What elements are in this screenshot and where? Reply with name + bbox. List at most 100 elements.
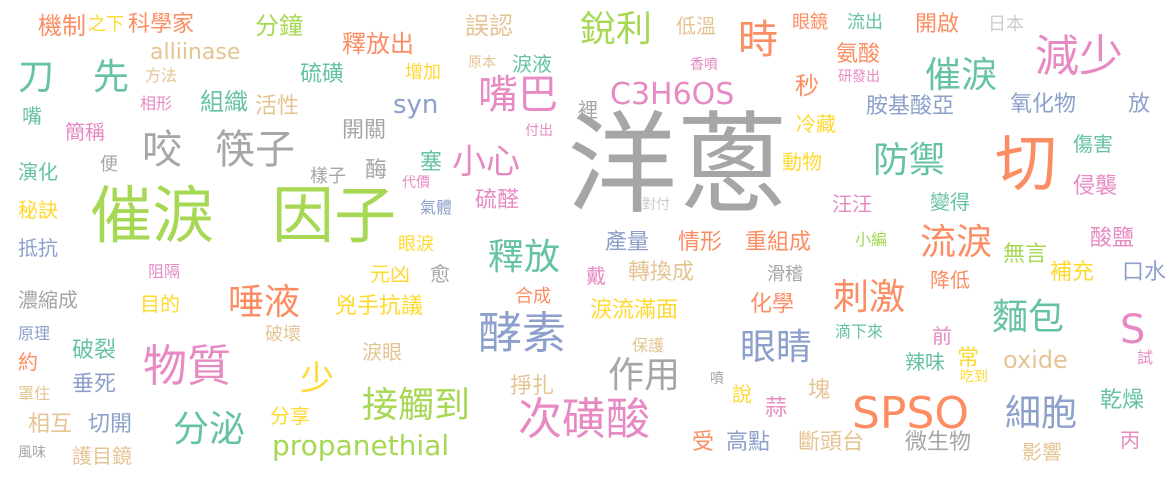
word-appearance: 樣子 xyxy=(310,166,346,187)
word-bite: 咬 xyxy=(142,127,182,173)
word-share: 分享 xyxy=(270,404,310,428)
word-sulfur: 硫磺 xyxy=(300,62,345,87)
word-careful: 小心 xyxy=(452,142,520,182)
word-teardrop: 眼淚 xyxy=(398,234,434,255)
word-tear-inducing: 催淚 xyxy=(90,179,215,252)
word-protest: 兇手抗議 xyxy=(335,294,424,319)
word-often: 常 xyxy=(957,346,980,371)
word-switch: 開關 xyxy=(342,118,387,143)
word-contact: 接觸到 xyxy=(362,385,471,426)
word-about: 約 xyxy=(18,350,38,374)
word-say: 說 xyxy=(732,382,752,406)
word-struggle: 掙扎 xyxy=(510,374,555,399)
word-spso: SPSO xyxy=(852,388,970,439)
word-funny: 滑稽 xyxy=(767,264,803,285)
word-mechanism: 機制 xyxy=(38,12,86,40)
word-acid-salt: 酸鹽 xyxy=(1090,226,1135,251)
word-plug: 塞 xyxy=(420,150,443,175)
word-c3h6os: C3H6OS xyxy=(610,77,735,112)
word-goggles: 護目鏡 xyxy=(72,444,132,468)
word-evolve: 演化 xyxy=(18,160,58,184)
word-teary-eyes: 淚眼 xyxy=(362,340,402,364)
word-lower: 降低 xyxy=(930,268,970,292)
word-culprit: 元凶 xyxy=(370,262,410,286)
word-cost: 代價 xyxy=(402,175,430,191)
word-knife: 刀 xyxy=(18,57,55,98)
word-then: 便 xyxy=(100,154,118,175)
word-more: 愈 xyxy=(430,262,450,286)
word-try: 試 xyxy=(1137,348,1154,367)
word-glasses: 眼鏡 xyxy=(792,12,828,33)
word-situation: 情形 xyxy=(678,230,723,255)
word-factor: 因子 xyxy=(272,179,397,252)
word-s: S xyxy=(1120,307,1146,353)
word-originally: 原本 xyxy=(468,55,496,71)
word-speechless: 無言 xyxy=(1003,242,1048,267)
word-syn: syn xyxy=(393,90,439,120)
word-dying: 垂死 xyxy=(72,372,117,397)
word-before: 前 xyxy=(932,324,952,348)
word-invade: 侵襲 xyxy=(1073,174,1118,199)
word-reduce: 減少 xyxy=(1035,31,1123,82)
word-release-out: 釋放出 xyxy=(342,30,414,58)
word-secret: 秘訣 xyxy=(18,198,58,222)
word-mouth-small: 嘴 xyxy=(22,104,42,128)
word-refrigerate: 冷藏 xyxy=(796,112,836,136)
word-mouth: 嘴巴 xyxy=(478,72,558,118)
word-spicy: 辣味 xyxy=(905,350,945,374)
word-microbe: 微生物 xyxy=(905,430,972,455)
word-tissue: 組織 xyxy=(200,88,248,116)
word-under: 之下 xyxy=(88,14,124,35)
word-sharp: 銳利 xyxy=(580,9,653,50)
word-flow-out: 流出 xyxy=(847,12,883,33)
word-low-temp: 低溫 xyxy=(676,14,716,38)
word-oxide-zh: 氧化物 xyxy=(1010,92,1077,117)
word-chopsticks: 筷子 xyxy=(215,127,295,173)
word-synthesize: 合成 xyxy=(515,286,551,307)
word-developed: 研發出 xyxy=(838,69,880,85)
word-cut: 切 xyxy=(995,127,1058,200)
word-resist: 抵抗 xyxy=(18,236,58,260)
word-drip-down: 滴下來 xyxy=(835,322,884,341)
word-activity: 活性 xyxy=(255,94,300,119)
word-mistake: 誤認 xyxy=(465,12,513,40)
word-enzyme-zh: 酶 xyxy=(365,158,388,183)
word-defense: 防禦 xyxy=(873,140,946,181)
word-guillotine: 斷頭台 xyxy=(798,430,865,455)
word-sulfenic-acid: 次磺酸 xyxy=(518,394,650,445)
word-eyes: 眼睛 xyxy=(740,327,813,368)
word-abbreviation: 簡稱 xyxy=(65,120,105,144)
word-harm: 傷害 xyxy=(1073,132,1113,156)
word-destroy: 破壞 xyxy=(265,324,301,345)
word-become: 變得 xyxy=(930,190,970,214)
word-saliva-small: 口水 xyxy=(1122,260,1167,285)
word-method: 方法 xyxy=(145,66,178,85)
word-chunk: 塊 xyxy=(808,378,831,403)
word-tears-streaming: 淚流滿面 xyxy=(590,298,679,323)
word-tear-inducing-2: 催淚 xyxy=(925,55,998,96)
word-recombine: 重組成 xyxy=(745,230,812,255)
word-supplement: 補充 xyxy=(1050,260,1095,285)
word-substance: 物質 xyxy=(143,341,231,392)
word-cells: 細胞 xyxy=(1005,393,1078,434)
word-shed-tears: 流淚 xyxy=(920,222,993,263)
word-purpose: 目的 xyxy=(140,292,180,316)
word-amino-acid: 氨酸 xyxy=(836,42,881,67)
word-increase: 增加 xyxy=(405,62,441,83)
word-secrete: 分泌 xyxy=(173,409,246,450)
word-onion: 洋蔥 xyxy=(567,101,787,229)
word-inside: 裡 xyxy=(578,98,598,122)
word-first: 先 xyxy=(93,57,130,98)
word-mutual: 相互 xyxy=(28,412,73,437)
word-stimulate: 刺激 xyxy=(833,277,906,318)
word-put: 放 xyxy=(1128,92,1151,117)
word-protect: 保護 xyxy=(632,336,665,355)
word-oxide: oxide xyxy=(1003,346,1068,374)
word-high-point: 高點 xyxy=(726,430,771,455)
word-convert: 轉換成 xyxy=(628,260,695,285)
word-seconds: 秒 xyxy=(795,72,819,100)
word-editor: 小編 xyxy=(855,230,888,249)
word-chemistry: 化學 xyxy=(750,292,795,317)
word-rupture: 破裂 xyxy=(72,338,117,363)
